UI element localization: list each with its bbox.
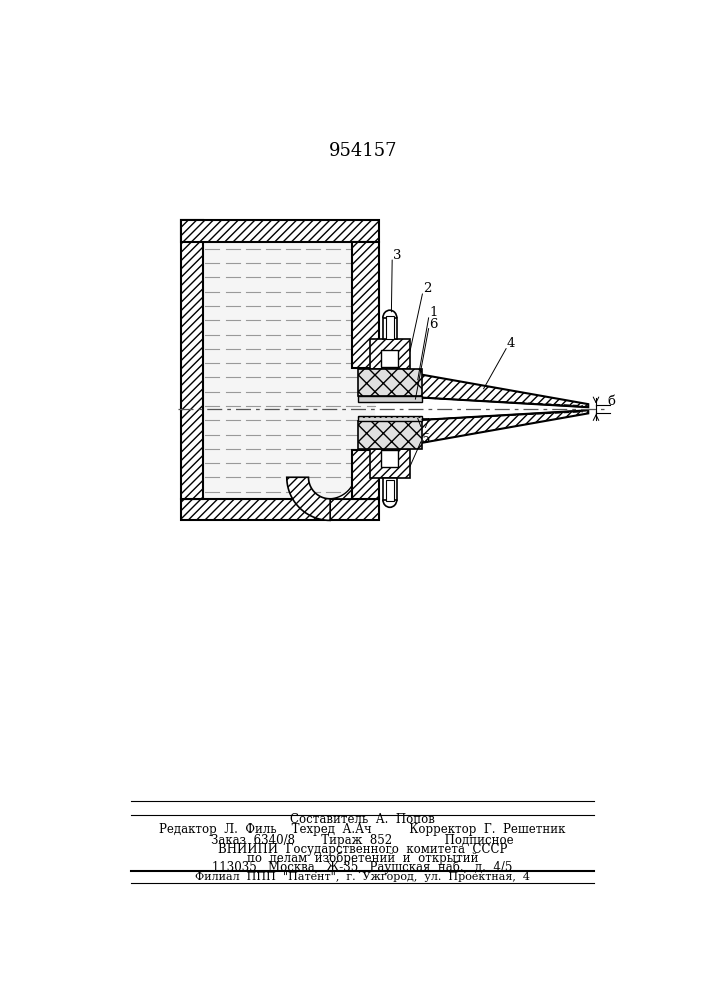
- Text: Составитель  А.  Попов: Составитель А. Попов: [290, 813, 435, 826]
- Polygon shape: [182, 499, 379, 520]
- Bar: [381, 450, 398, 467]
- Bar: [381, 350, 398, 367]
- Text: 5: 5: [421, 433, 430, 446]
- Bar: [386, 316, 394, 339]
- Polygon shape: [375, 366, 588, 407]
- Text: б: б: [607, 395, 616, 408]
- Polygon shape: [182, 220, 203, 499]
- Text: 7: 7: [421, 418, 430, 431]
- Polygon shape: [370, 339, 410, 369]
- Text: 1: 1: [429, 306, 438, 319]
- Polygon shape: [358, 369, 421, 396]
- Text: 954157: 954157: [329, 142, 397, 160]
- Polygon shape: [375, 395, 588, 423]
- Text: Редактор  Л.  Филь    Техред  А.Ач          Корректор  Г.  Решетник: Редактор Л. Филь Техред А.Ач Корректор Г…: [159, 823, 566, 836]
- Polygon shape: [182, 220, 379, 242]
- Text: 113035,  Москва,  Ж-35,  Раушская  наб.,  д.  4/5: 113035, Москва, Ж-35, Раушская наб., д. …: [212, 860, 513, 874]
- Text: 2: 2: [423, 282, 431, 295]
- Bar: [383, 318, 397, 339]
- Bar: [386, 480, 394, 501]
- Polygon shape: [287, 477, 330, 520]
- Text: 3: 3: [393, 249, 402, 262]
- Polygon shape: [352, 450, 379, 499]
- Polygon shape: [358, 421, 421, 449]
- Bar: [203, 242, 379, 499]
- Text: 4: 4: [507, 337, 515, 350]
- Polygon shape: [358, 396, 421, 402]
- Polygon shape: [358, 416, 421, 421]
- Polygon shape: [325, 472, 356, 499]
- Text: по  делам  изобретений  и  открытий: по делам изобретений и открытий: [247, 852, 478, 865]
- Polygon shape: [352, 242, 379, 368]
- Text: Филиал  ППП  "Патент",  г.  Ужгород,  ул.  Проектная,  4: Филиал ППП "Патент", г. Ужгород, ул. Про…: [195, 872, 530, 882]
- Polygon shape: [370, 449, 410, 478]
- Text: ВНИИПИ  Государственного  комитета  СССР: ВНИИПИ Государственного комитета СССР: [218, 843, 507, 856]
- Text: 6: 6: [429, 318, 438, 331]
- Polygon shape: [375, 410, 588, 451]
- Bar: [383, 478, 397, 500]
- Text: Заказ  6340/8       Тираж  852              Подписное: Заказ 6340/8 Тираж 852 Подписное: [211, 834, 514, 847]
